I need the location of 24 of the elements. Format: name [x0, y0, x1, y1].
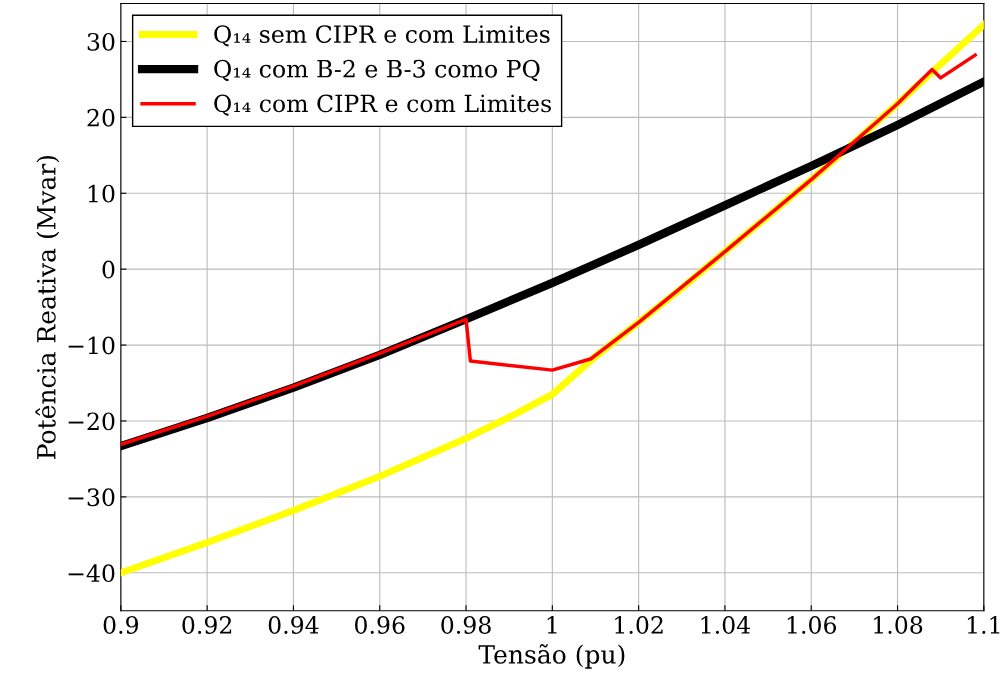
- x-tick-label: 1.04: [701, 616, 751, 634]
- x-tick-label: 0.98: [441, 616, 491, 634]
- x-tick-label: 0.96: [355, 616, 405, 634]
- y-tick-label: 20: [87, 108, 115, 127]
- y-tick-label: −20: [68, 412, 115, 431]
- x-tick-label: 1.1: [967, 616, 1000, 634]
- legend-label: Q₁₄ com CIPR e com Limites: [214, 94, 551, 116]
- y-tick-label: 10: [88, 184, 115, 203]
- x-tick-label: 0.9: [103, 616, 139, 634]
- y-tick-label: 30: [87, 32, 115, 51]
- x-axis-title: Tensão (pu): [478, 644, 625, 669]
- legend-label: Q₁₄ sem CIPR e com Limites: [214, 25, 550, 47]
- x-tick-label: 1.06: [787, 616, 837, 634]
- x-tick-label: 1.08: [874, 616, 923, 634]
- y-tick-label: 0: [102, 260, 115, 279]
- y-tick-label: −30: [68, 488, 115, 507]
- y-tick-label: −10: [68, 336, 115, 355]
- x-tick-label: 0.94: [268, 616, 319, 634]
- y-axis-title: Potência Reativa (Mvar): [35, 155, 60, 459]
- y-tick-label: −40: [68, 564, 115, 583]
- x-tick-label: 0.92: [182, 616, 232, 634]
- x-tick-label: 1: [547, 616, 557, 634]
- legend-label: Q₁₄ com B-2 e B-3 como PQ: [214, 59, 540, 82]
- x-tick-label: 1.02: [615, 616, 663, 634]
